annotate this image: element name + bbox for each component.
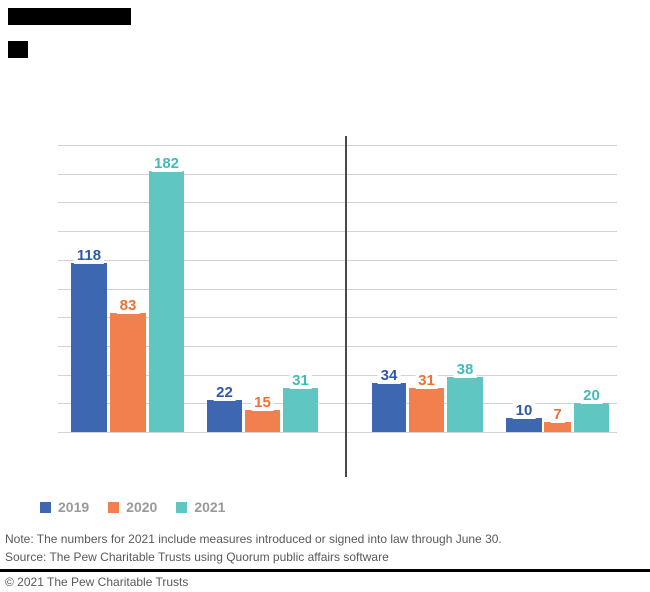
bar-value-label-2019-group2: 22 xyxy=(213,384,236,402)
redacted-title-bar xyxy=(8,8,131,25)
bar-value-label-2019-group4: 10 xyxy=(512,401,536,419)
bar-value-label-2020-group2: 15 xyxy=(251,394,274,412)
gridline-140 xyxy=(58,231,617,233)
bar-2020-group4 xyxy=(544,421,571,432)
legend-swatch-2021-icon xyxy=(176,501,188,513)
legend: 2019 2020 2021 xyxy=(40,499,244,515)
bar-value-label-2021-group1: 182 xyxy=(150,154,183,172)
legend-swatch-2020-icon xyxy=(108,501,120,513)
gridline-40 xyxy=(58,374,617,376)
bar-2021-group2 xyxy=(283,387,318,432)
legend-item-2019: 2019 xyxy=(40,499,89,515)
gridline-60 xyxy=(58,345,617,347)
gridline-0 xyxy=(58,432,617,433)
legend-item-2021: 2021 xyxy=(176,499,225,515)
gridline-100 xyxy=(58,288,617,290)
copyright-text: © 2021 The Pew Charitable Trusts xyxy=(5,575,189,589)
bar-2021-group1 xyxy=(149,170,184,432)
gridline-200 xyxy=(58,145,617,146)
bar-value-label-2020-group4: 7 xyxy=(550,405,565,423)
gridline-80 xyxy=(58,317,617,319)
bar-2021-group4 xyxy=(574,403,609,432)
bar-2020-group2 xyxy=(245,410,280,432)
legend-label-2019: 2019 xyxy=(58,499,90,515)
legend-label-2021: 2021 xyxy=(194,499,226,515)
footer-divider-bar xyxy=(0,569,650,572)
legend-item-2020: 2020 xyxy=(108,499,157,515)
bar-2020-group1 xyxy=(110,312,146,432)
bar-2019-group1 xyxy=(71,262,107,432)
legend-swatch-2019-icon xyxy=(40,501,51,513)
gridline-160 xyxy=(58,202,617,204)
gridline-120 xyxy=(58,259,617,261)
gridline-180 xyxy=(58,173,617,175)
bar-value-label-2019-group1: 118 xyxy=(73,246,105,264)
legend-label-2020: 2020 xyxy=(126,499,158,515)
redacted-subtitle-bar xyxy=(8,41,28,58)
bar-value-label-2019-group3: 34 xyxy=(377,367,401,385)
bar-2019-group2 xyxy=(207,400,242,432)
gridline-20 xyxy=(58,403,617,405)
bar-2021-group3 xyxy=(447,377,483,432)
category-separator-line xyxy=(345,136,347,477)
bar-value-label-2021-group2: 31 xyxy=(289,371,312,389)
bar-value-label-2020-group1: 83 xyxy=(116,296,140,314)
bar-value-label-2021-group4: 20 xyxy=(580,387,603,405)
footnote-text: Note: The numbers for 2021 include measu… xyxy=(5,532,502,546)
source-text: Source: The Pew Charitable Trusts using … xyxy=(5,550,389,564)
bar-2019-group3 xyxy=(372,383,406,432)
bar-2019-group4 xyxy=(506,417,542,432)
bar-value-label-2020-group3: 31 xyxy=(415,371,438,389)
bar-value-label-2021-group3: 38 xyxy=(453,361,477,379)
bar-2020-group3 xyxy=(409,387,444,432)
